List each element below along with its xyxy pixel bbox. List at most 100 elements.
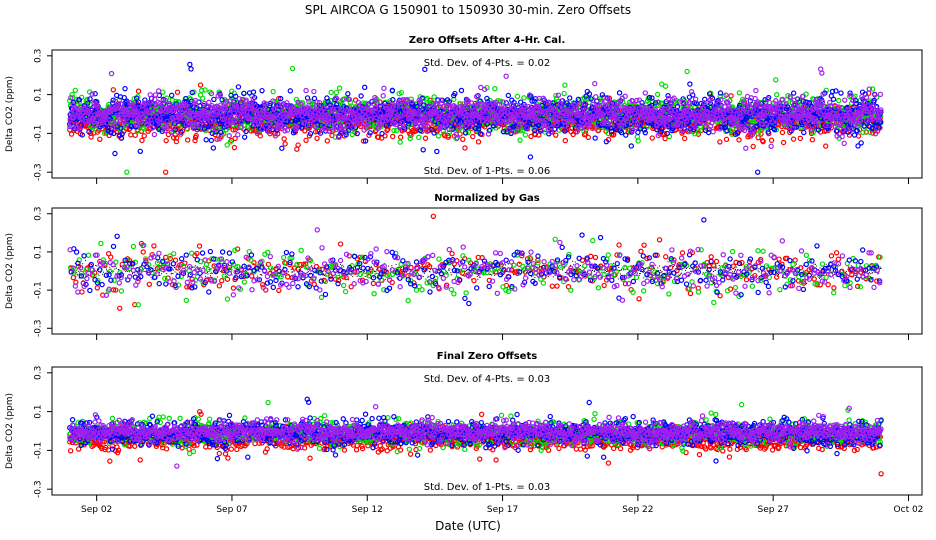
data-point-gas_1 — [389, 133, 396, 140]
data-point-gas_3 — [361, 84, 368, 91]
data-point-gas_1 — [193, 132, 199, 139]
data-point-gas_1 — [397, 134, 404, 140]
data-point-gas_1 — [790, 136, 797, 142]
data-point-gas_1 — [232, 135, 238, 142]
data-point-gas_1 — [314, 135, 320, 141]
data-point-gas_1 — [294, 146, 300, 152]
data-point-gas_1 — [214, 136, 220, 142]
plot-frame — [51, 49, 923, 179]
data-point-gas_1 — [758, 131, 764, 137]
data-point-gas_1 — [768, 137, 775, 143]
data-point-gas_2 — [561, 90, 567, 97]
data-point-gas_3 — [687, 81, 693, 87]
data-point-gas_4 — [155, 88, 162, 94]
data-point-gas_2 — [684, 68, 690, 75]
y-axis-label: Delta CO2 (ppm) — [5, 76, 15, 152]
data-point-gas_1 — [162, 169, 169, 175]
data-point-gas_3 — [279, 145, 285, 151]
data-point-gas_1 — [408, 132, 414, 138]
data-point-gas_3 — [567, 95, 573, 101]
scatter-points — [66, 61, 884, 175]
data-point-gas_4 — [311, 88, 317, 95]
data-point-gas_3 — [858, 140, 864, 146]
data-point-gas_1 — [281, 136, 287, 142]
data-point-gas_3 — [527, 154, 534, 160]
data-point-gas_2 — [202, 87, 208, 93]
data-point-gas_1 — [760, 138, 766, 145]
data-point-gas_2 — [289, 65, 296, 72]
data-point-gas_2 — [416, 134, 422, 141]
data-point-gas_1 — [475, 139, 482, 145]
y-tick-label: -0.3 — [34, 163, 44, 181]
data-point-gas_3 — [628, 143, 634, 149]
data-point-gas_2 — [435, 133, 442, 139]
data-point-gas_3 — [623, 132, 629, 138]
data-point-gas_1 — [779, 129, 786, 136]
data-point-gas_3 — [259, 87, 265, 94]
data-point-gas_2 — [198, 87, 205, 94]
data-point-gas_1 — [809, 137, 816, 143]
data-point-gas_3 — [122, 85, 128, 92]
data-point-gas_1 — [723, 136, 730, 143]
data-point-gas_1 — [132, 132, 138, 138]
data-point-gas_1 — [736, 137, 742, 143]
data-point-gas_3 — [345, 91, 351, 97]
data-point-gas_2 — [635, 138, 641, 144]
data-point-gas_2 — [431, 94, 437, 100]
data-point-gas_1 — [302, 128, 308, 134]
data-point-gas_1 — [863, 129, 869, 135]
data-point-gas_3 — [87, 96, 93, 102]
data-point-gas_1 — [88, 134, 94, 140]
data-point-gas_3 — [235, 84, 242, 90]
data-point-gas_1 — [562, 137, 569, 144]
data-point-gas_4 — [303, 87, 309, 94]
data-point-gas_1 — [553, 132, 559, 138]
data-point-gas_3 — [137, 148, 143, 154]
data-point-gas_2 — [634, 134, 641, 140]
data-point-gas_3 — [188, 66, 194, 72]
data-point-gas_2 — [397, 139, 403, 145]
data-point-gas_2 — [349, 131, 355, 138]
data-point-gas_3 — [287, 88, 293, 94]
data-point-gas_3 — [838, 90, 844, 96]
data-point-gas_3 — [830, 96, 837, 102]
data-point-gas_4 — [380, 93, 386, 99]
data-point-gas_1 — [184, 137, 191, 143]
data-point-gas_3 — [790, 90, 797, 96]
data-point-gas_1 — [728, 93, 734, 99]
data-point-gas_2 — [72, 87, 79, 94]
y-tick-label: -0.1 — [34, 125, 44, 143]
data-point-gas_2 — [224, 142, 230, 148]
data-point-gas_1 — [174, 135, 180, 141]
chart-panel-1: Zero Offsets After 4-Hr. Cal.0.30.1-0.1-… — [5, 35, 923, 184]
data-point-gas_2 — [199, 95, 206, 101]
data-point-gas_1 — [410, 127, 416, 134]
data-point-gas_3 — [801, 129, 807, 136]
data-point-gas_1 — [750, 143, 756, 150]
data-point-gas_2 — [230, 122, 237, 128]
data-point-gas_2 — [168, 120, 174, 127]
data-point-gas_2 — [492, 86, 498, 92]
data-point-gas_2 — [270, 88, 276, 95]
data-point-gas_1 — [128, 132, 134, 138]
std-dev-1pts-label: Std. Dev. of 1-Pts. = 0.06 — [424, 166, 550, 177]
data-point-gas_3 — [112, 150, 118, 157]
data-point-gas_4 — [226, 132, 232, 139]
x-axis-label: Date (UTC) — [435, 519, 501, 533]
data-point-gas_1 — [695, 131, 702, 137]
data-point-gas_1 — [295, 142, 301, 148]
data-point-gas_2 — [562, 82, 568, 88]
data-point-gas_3 — [358, 93, 364, 99]
data-point-gas_3 — [434, 148, 440, 155]
panel-title: Zero Offsets After 4-Hr. Cal. — [409, 35, 566, 46]
data-point-gas_1 — [174, 89, 181, 95]
data-point-gas_1 — [282, 141, 288, 147]
data-point-gas_1 — [662, 135, 668, 142]
data-point-gas_2 — [372, 122, 378, 129]
data-point-gas_3 — [420, 147, 426, 153]
data-point-gas_2 — [773, 77, 779, 83]
data-point-gas_3 — [211, 96, 217, 103]
data-point-gas_4 — [108, 70, 115, 77]
data-point-gas_1 — [192, 137, 198, 144]
